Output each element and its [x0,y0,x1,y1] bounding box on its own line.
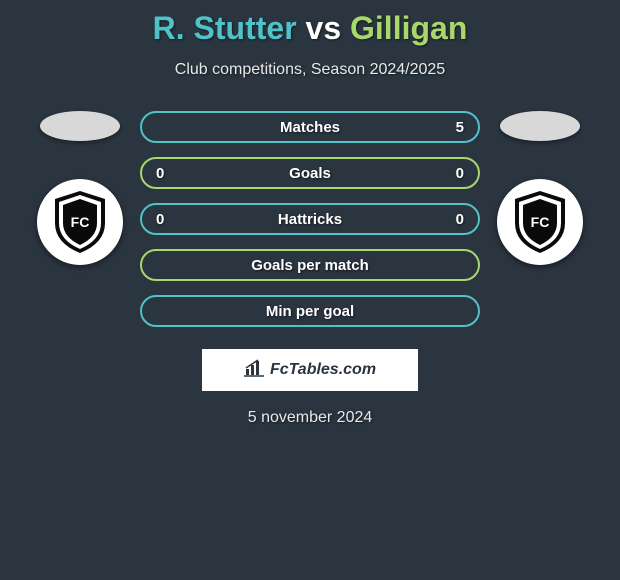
vs-label: vs [306,10,342,46]
comparison-title: R. Stutter vs Gilligan [0,0,620,47]
right-side: FC [490,111,590,265]
subtitle: Club competitions, Season 2024/2025 [0,61,620,79]
brand-label: FcTables.com [270,361,376,379]
stat-row-min-per-goal: Min per goal [140,295,480,327]
stat-label: Min per goal [266,303,354,320]
player2-name: Gilligan [350,10,467,46]
stat-row-goals-per-match: Goals per match [140,249,480,281]
stat-label: Matches [280,119,340,136]
date-label: 5 november 2024 [0,409,620,427]
svg-text:FC: FC [531,214,550,230]
shield-right-icon: FC [510,189,570,255]
comparison-container: FC Matches 5 0 Goals 0 0 Hattricks 0 Goa… [0,111,620,327]
stats-column: Matches 5 0 Goals 0 0 Hattricks 0 Goals … [140,111,480,327]
club-badge-right: FC [497,179,583,265]
stat-row-goals: 0 Goals 0 [140,157,480,189]
stat-label: Goals per match [251,257,369,274]
stat-label: Goals [289,165,331,182]
brand-box[interactable]: FcTables.com [202,349,418,391]
stat-row-matches: Matches 5 [140,111,480,143]
flag-right-icon [500,111,580,141]
club-badge-left: FC [37,179,123,265]
stat-right-value: 0 [456,165,464,182]
svg-text:FC: FC [71,214,90,230]
shield-left-icon: FC [50,189,110,255]
stat-left-value: 0 [156,165,164,182]
player1-name: R. Stutter [153,10,297,46]
stat-right-value: 5 [456,119,464,136]
stat-right-value: 0 [456,211,464,228]
stat-row-hattricks: 0 Hattricks 0 [140,203,480,235]
chart-bar-icon [244,359,264,382]
flag-left-icon [40,111,120,141]
left-side: FC [30,111,130,265]
stat-left-value: 0 [156,211,164,228]
stat-label: Hattricks [278,211,342,228]
